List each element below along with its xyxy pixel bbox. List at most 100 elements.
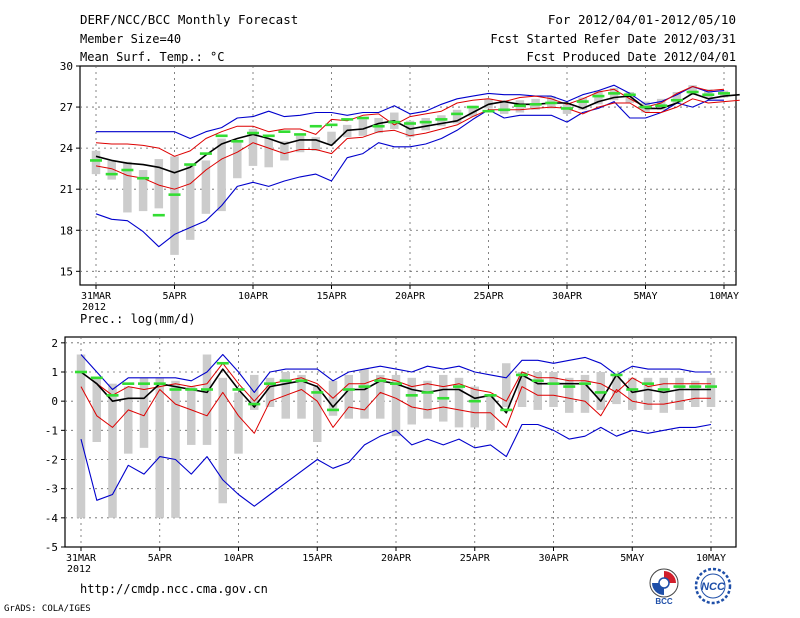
y-tick-label: -2 [45,454,58,467]
source-url[interactable]: http://cmdp.ncc.cma.gov.cn [80,582,268,596]
member-box [565,377,574,413]
ncc-logo: NCC [694,567,732,605]
member-box [358,119,368,136]
plot-frame [79,65,737,286]
y-tick-label: 18 [60,224,73,237]
x-tick-label: 25APR [460,553,491,564]
y-tick-label: 2 [51,337,58,350]
x-tick-label: 10APR [223,553,254,564]
variable-label-temp: Mean Surf. Temp.: °C [80,50,225,64]
member-box [108,383,117,518]
lower-envelope-line [95,99,724,248]
member-box [233,141,242,179]
x-tick-label: 15APR [302,553,333,564]
x-year-label: 2012 [67,564,91,575]
member-box [154,159,164,209]
y-tick-label: -3 [45,483,58,496]
member-box [313,386,322,442]
member-box [643,377,653,410]
member-box [218,377,227,504]
y-tick-label: 0 [51,395,58,408]
x-tick-label: 5MAY [633,291,657,302]
forecast-title: DERF/NCC/BCC Monthly Forecast [80,12,299,27]
y-tick-label: 24 [60,142,74,155]
member-box [187,386,196,445]
member-box [706,377,716,407]
bcc-logo-text: BCC [655,597,673,606]
temperature-panel: 15 18 21 24 27 30 31MAR 5APR 10APR 15APR 20APR 25AP… [60,60,740,313]
member-box [248,128,258,166]
member-box [280,141,289,161]
member-box [92,377,101,442]
member-box [580,374,590,413]
member-size: Member Size=40 [80,32,182,46]
member-box [311,137,321,151]
member-box [596,372,605,410]
plot-frame [64,336,737,548]
member-box [533,372,542,410]
member-box [360,369,369,419]
member-box [76,354,86,518]
lower-envelope-line [80,423,712,507]
y-tick-label: 21 [60,183,73,196]
y-tick-label: -5 [45,541,58,554]
member-box [124,386,133,454]
member-box [391,374,401,437]
member-box [376,374,385,419]
spread-lower-line [95,98,740,190]
x-tick-label: 20APR [381,553,412,564]
x-tick-label: 25APR [473,291,504,302]
x-year-label: 2012 [82,302,106,313]
member-box [437,115,446,127]
member-box [468,105,478,117]
member-box [659,377,668,413]
variable-label-prec: Prec.: log(mm/d) [80,312,196,326]
member-box [139,377,149,448]
member-box [202,354,212,445]
x-tick-label: 5APR [162,291,187,302]
member-box [452,109,462,124]
member-box [675,377,684,410]
member-box [91,150,101,175]
member-box [234,392,243,454]
spread-upper-line [80,362,711,402]
member-box [502,363,511,407]
member-box [217,138,226,212]
x-tick-label: 10APR [238,291,269,302]
x-tick-label: 5APR [148,553,173,564]
x-tick-label: 15APR [316,291,347,302]
member-box [549,372,558,407]
x-tick-label: 30APR [538,553,569,564]
member-box [107,160,116,180]
y-tick-label: -4 [45,512,59,525]
member-box [454,377,464,428]
member-box [688,85,697,95]
member-box [625,92,635,103]
precipitation-panel: -5 -4 -3 -2 -1 0 1 2 31MAR 5APR 10APR 15APR 20APR 25A… [45,312,737,575]
ncc-logo-text: NCC [701,581,726,593]
member-box [578,97,587,110]
member-box [171,380,180,518]
y-tick-label: -1 [45,424,58,437]
member-box [265,377,275,407]
x-tick-label: 5MAY [620,553,644,564]
member-box [264,138,273,168]
x-tick-label: 31MAR [66,553,97,564]
x-tick-label: 10MAY [696,553,726,564]
upper-envelope-line [96,84,725,140]
y-tick-label: 30 [60,60,73,73]
spread-lower-line [80,386,711,434]
member-box [704,89,713,98]
x-tick-label: 20APR [395,291,426,302]
member-box [672,92,682,103]
member-box [470,386,479,428]
fcst-produced-date: Fcst Produced Date 2012/04/01 [526,50,736,64]
forecast-period: For 2012/04/01-2012/05/10 [547,12,736,27]
member-box [295,135,305,153]
upper-envelope-line [80,353,711,393]
member-box [327,131,336,145]
x-tick-label: 30APR [552,291,583,302]
y-tick-label: 15 [60,265,73,278]
member-box [344,374,353,419]
